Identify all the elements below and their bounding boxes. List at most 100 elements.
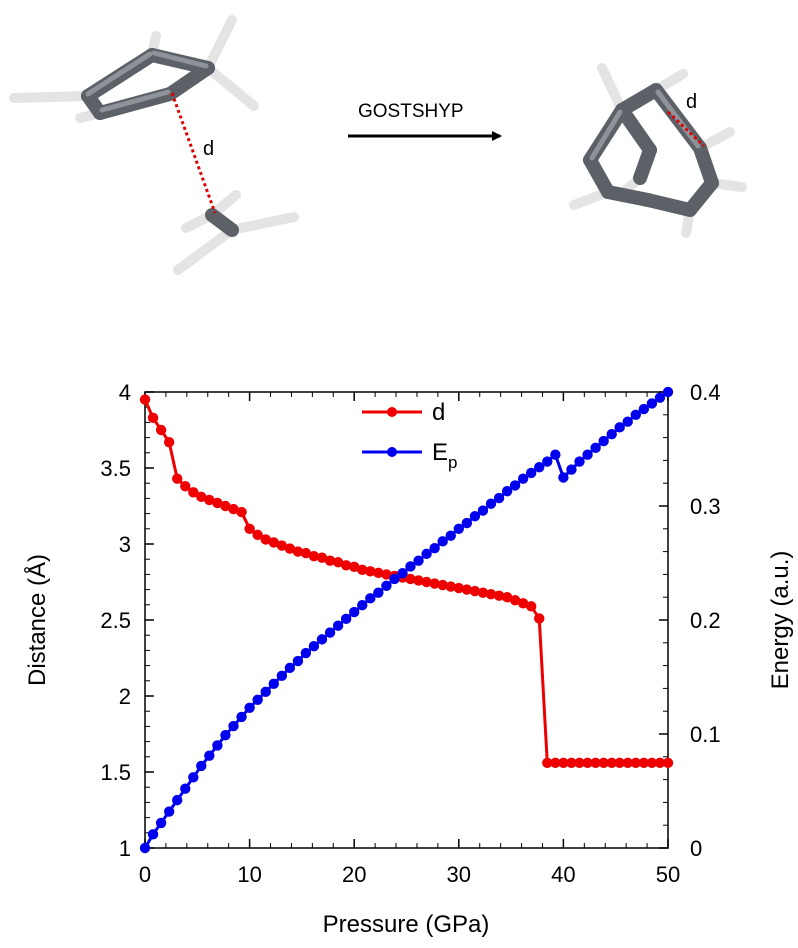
data-point-ep [139, 842, 151, 854]
data-point-d [212, 497, 223, 509]
data-point-d [622, 757, 633, 769]
data-point-ep [662, 386, 674, 398]
data-point-d [606, 757, 617, 769]
data-point-d [413, 575, 424, 586]
data-point-ep [155, 817, 167, 829]
data-point-d [147, 412, 159, 424]
data-point-ep [534, 462, 545, 473]
y2-tick-label: 0 [690, 836, 702, 861]
data-point-ep [469, 511, 481, 522]
y2-tick-label: 0.2 [690, 608, 721, 633]
data-point-ep [606, 428, 617, 440]
distance-label-right: d [686, 91, 697, 113]
data-point-ep [582, 449, 593, 460]
data-point-d [598, 757, 609, 769]
data-point-ep [566, 464, 577, 475]
data-point-d [292, 546, 304, 557]
data-point-d [421, 576, 432, 588]
data-point-d [445, 581, 456, 592]
data-point-d [180, 481, 191, 492]
y2-tick-label: 0.4 [690, 380, 721, 405]
data-point-ep [373, 587, 384, 598]
data-point-d [220, 500, 231, 512]
distance-line-right [666, 110, 706, 148]
data-point-ep [349, 606, 360, 618]
data-point-d [662, 757, 674, 769]
data-point-d [574, 757, 585, 769]
data-point-ep [654, 392, 666, 403]
data-point-ep [292, 655, 304, 667]
y2-axis-title: Energy (a.u.) [767, 551, 794, 690]
x-tick-label: 40 [551, 862, 575, 887]
data-point-d [155, 424, 167, 436]
data-point-d [590, 757, 601, 769]
legend-label-ep-main: E [432, 439, 448, 466]
data-point-ep [558, 472, 569, 483]
series-ep [139, 386, 674, 854]
x-tick-label: 30 [447, 862, 471, 887]
axis-ticks [144, 391, 669, 849]
data-point-ep [574, 456, 585, 467]
legend-label-ep-sub: p [448, 453, 457, 472]
data-point-d [558, 757, 569, 769]
y-tick-label: 2.5 [100, 608, 131, 633]
data-point-d [525, 601, 537, 612]
series-d [139, 394, 674, 769]
norbornene-molecule [569, 63, 747, 238]
data-point-ep [228, 720, 239, 732]
data-point-ep [236, 711, 247, 723]
data-point-d [646, 757, 658, 769]
data-point-d [381, 569, 392, 580]
data-point-d [517, 598, 529, 609]
data-point-ep [260, 686, 271, 698]
data-point-d [566, 757, 577, 769]
reaction-scheme: d GOSTSHYP [9, 15, 747, 275]
data-point-ep [163, 806, 175, 817]
data-point-d [534, 613, 545, 624]
data-point-ep [493, 492, 505, 504]
data-point-ep [381, 580, 392, 591]
data-point-ep [445, 530, 456, 541]
x-tick-label: 10 [237, 862, 261, 887]
data-point-d [582, 757, 593, 769]
legend-marker-ep [387, 447, 397, 457]
y-tick-label: 3.5 [100, 456, 131, 481]
data-point-d [139, 394, 151, 405]
data-point-ep [204, 750, 215, 761]
series-line-ep [143, 390, 669, 849]
data-point-d [349, 561, 360, 572]
data-point-ep [461, 517, 473, 529]
data-point-ep [180, 783, 191, 794]
legend-label-d-main: d [432, 399, 445, 426]
data-point-d [204, 494, 215, 506]
data-point-ep [550, 449, 561, 460]
x-tick-label: 20 [342, 862, 366, 887]
data-point-ep [397, 568, 408, 579]
data-point-ep [268, 678, 279, 690]
plot-frame [144, 391, 669, 849]
data-point-ep [212, 740, 223, 751]
y-tick-label: 4 [119, 380, 131, 405]
data-point-d [437, 579, 448, 591]
y-axis-title: Distance (Å) [23, 554, 51, 686]
data-point-d [542, 757, 553, 769]
data-point-d [332, 557, 344, 568]
data-point-ep [517, 473, 529, 484]
data-point-d [638, 757, 650, 769]
data-point-d [469, 585, 481, 597]
data-point-d [252, 529, 263, 541]
data-point-ep [308, 641, 320, 652]
legend-item-ep: Ep [362, 439, 457, 472]
data-point-d [357, 564, 368, 576]
data-point-ep [365, 593, 376, 604]
data-point-d [244, 523, 255, 534]
x-tick-label: 0 [139, 862, 151, 887]
data-point-ep [429, 542, 440, 554]
legend-label-ep: Ep [432, 439, 457, 472]
data-point-ep [501, 485, 513, 497]
data-point-ep [284, 662, 296, 674]
data-point-d [501, 592, 513, 603]
data-point-d [163, 436, 175, 448]
data-point-ep [324, 627, 336, 638]
